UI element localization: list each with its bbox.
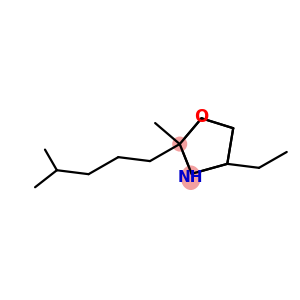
Ellipse shape bbox=[181, 166, 201, 190]
Text: O: O bbox=[194, 108, 208, 126]
Ellipse shape bbox=[172, 136, 187, 152]
Text: NH: NH bbox=[178, 170, 204, 185]
